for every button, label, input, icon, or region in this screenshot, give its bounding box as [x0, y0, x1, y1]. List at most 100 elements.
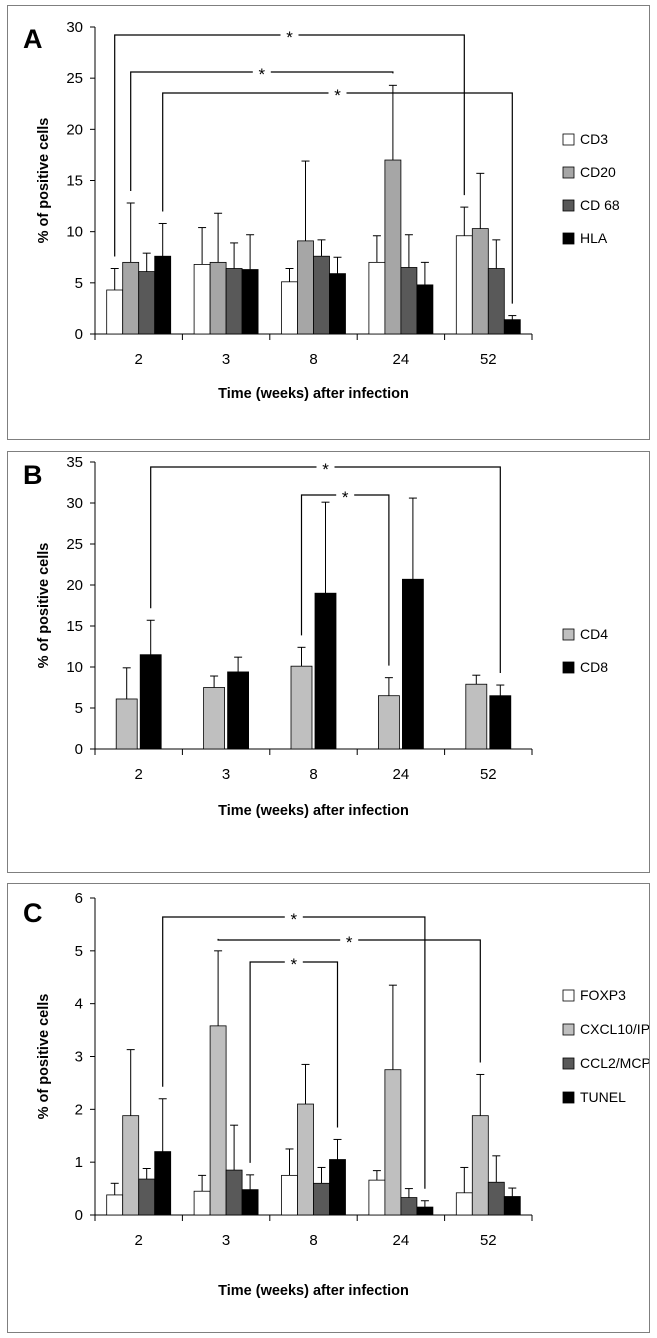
legend-swatch — [562, 1057, 575, 1070]
significance-bracket: * — [114, 27, 465, 257]
significance-bracket: * — [162, 909, 426, 1189]
chart-a: A 0 5 10 15 20 25 30 2 3 8 24 52 Time (weeks) after i… — [23, 19, 620, 402]
legend-swatch — [562, 661, 575, 674]
bar — [384, 159, 402, 335]
star-background — [280, 27, 299, 43]
chart-c: C 0 1 2 3 4 5 6 2 3 8 24 52 Time (weeks) after infect… — [23, 890, 649, 1299]
bar — [455, 235, 473, 335]
bar — [138, 271, 156, 335]
legend-label: HLA — [580, 230, 608, 246]
legend-swatch — [562, 133, 575, 146]
legend-label: CD20 — [580, 164, 616, 180]
y-tick-label: 15 — [66, 618, 83, 635]
legend-swatch — [562, 989, 575, 1002]
significance-bracket: * — [217, 932, 481, 1063]
y-tick-label: 10 — [66, 224, 83, 241]
x-tick-label: 52 — [480, 766, 497, 783]
bar — [241, 269, 259, 335]
bar — [377, 695, 400, 750]
bar — [106, 1194, 124, 1216]
panel-b: B 0 5 10 15 20 25 30 35 2 3 8 24 52 Time (weeks) after… — [7, 451, 650, 873]
bar — [400, 1197, 418, 1216]
panel-label: B — [23, 460, 43, 490]
bar — [209, 261, 227, 335]
y-tick-label: 4 — [75, 996, 83, 1013]
legend-label: CXCL10/IP10 — [580, 1021, 649, 1037]
x-tick-label: 24 — [393, 766, 410, 783]
significance-star: * — [342, 488, 349, 507]
significance-star: * — [290, 910, 297, 929]
legend-label: CCL2/MCP-1 — [580, 1055, 649, 1071]
legend-swatch — [562, 1023, 575, 1036]
bar — [329, 1159, 346, 1216]
star-background — [340, 932, 359, 948]
bar — [241, 1189, 259, 1216]
bar — [225, 1169, 243, 1216]
bar — [384, 1069, 402, 1216]
bar — [115, 698, 138, 750]
bar — [225, 268, 243, 335]
x-tick-label: 2 — [135, 766, 143, 783]
bar — [297, 240, 314, 335]
y-axis-title: % of positive cells — [36, 994, 52, 1120]
bar — [281, 1174, 298, 1216]
y-tick-label: 10 — [66, 659, 83, 676]
bar — [193, 1190, 211, 1216]
bar — [209, 1025, 227, 1216]
y-tick-label: 25 — [66, 536, 83, 553]
star-background — [316, 459, 335, 475]
significance-star: * — [286, 28, 293, 47]
bar — [122, 261, 140, 335]
legend-label: FOXP3 — [580, 987, 626, 1003]
x-tick-label: 3 — [222, 766, 230, 783]
y-tick-label: 3 — [75, 1049, 83, 1066]
significance-bracket: * — [130, 64, 394, 192]
y-tick-label: 20 — [66, 577, 83, 594]
x-tick-label: 8 — [309, 1232, 317, 1249]
legend-swatch — [562, 166, 575, 179]
bar — [401, 578, 424, 750]
bracket-line — [130, 71, 394, 192]
significance-bracket: * — [150, 459, 501, 674]
star-background — [284, 954, 303, 970]
significance-bracket: * — [162, 85, 513, 304]
y-tick-label: 5 — [75, 700, 83, 717]
x-tick-label: 24 — [393, 351, 410, 368]
significance-star: * — [322, 460, 329, 479]
x-tick-label: 52 — [480, 1232, 497, 1249]
significance-star: * — [334, 86, 341, 105]
bar — [368, 261, 386, 335]
bar — [281, 281, 298, 335]
y-tick-label: 35 — [66, 454, 83, 471]
significance-star: * — [290, 955, 297, 974]
x-tick-label: 2 — [135, 351, 143, 368]
bracket-line — [249, 961, 339, 1163]
bar — [503, 1196, 521, 1216]
significance-star: * — [346, 933, 353, 952]
bar — [139, 654, 162, 750]
panel-label: C — [23, 898, 43, 928]
panel-a: A 0 5 10 15 20 25 30 2 3 8 24 52 Time (weeks) after i… — [7, 5, 650, 440]
bar — [471, 1115, 489, 1216]
y-axis-title: % of positive cells — [36, 118, 52, 244]
significance-star: * — [258, 65, 265, 84]
bar — [503, 319, 521, 335]
bar — [465, 683, 488, 750]
legend-label: CD3 — [580, 131, 608, 147]
panel-label: A — [23, 24, 43, 54]
legend-swatch — [562, 232, 575, 245]
bar — [487, 1181, 505, 1216]
bar — [368, 1179, 386, 1216]
x-axis-title: Time (weeks) after infection — [218, 803, 409, 819]
legend-swatch — [562, 1091, 575, 1104]
x-tick-label: 3 — [222, 351, 230, 368]
legend-label: CD 68 — [580, 197, 620, 213]
x-tick-label: 52 — [480, 351, 497, 368]
y-tick-label: 30 — [66, 495, 83, 512]
bar — [290, 665, 313, 750]
y-tick-label: 0 — [75, 741, 83, 758]
x-axis-title: Time (weeks) after infection — [218, 1283, 409, 1299]
legend-swatch — [562, 199, 575, 212]
legend-label: CD4 — [580, 626, 608, 642]
y-tick-label: 5 — [75, 943, 83, 960]
